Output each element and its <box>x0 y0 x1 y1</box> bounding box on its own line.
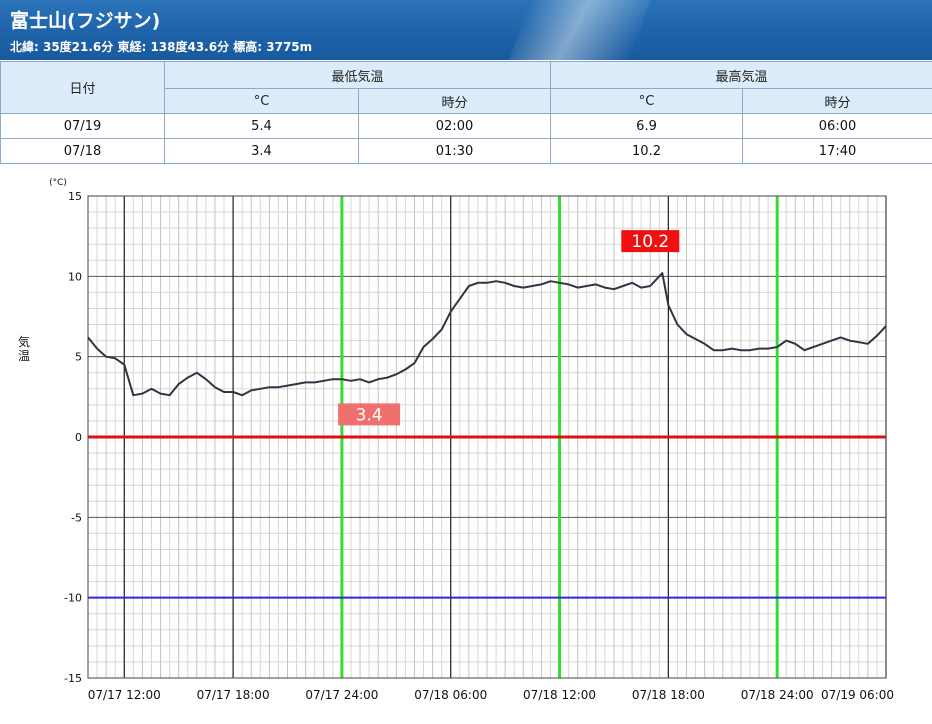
y-tick-label: 15 <box>68 190 82 203</box>
row-max-time: 06:00 <box>742 113 932 139</box>
max-temp-label: 10.2 <box>631 232 669 252</box>
max-temp-header: 最高気温 <box>550 61 932 89</box>
station-header: 富士山(フジサン) 北緯: 35度21.6分 東経: 138度43.6分 標高:… <box>0 0 932 60</box>
table-row: 07/19 5.4 02:00 6.9 06:00 <box>0 113 932 139</box>
x-tick-label: 07/18 12:00 <box>523 688 596 702</box>
temperature-series-line <box>87 272 887 397</box>
min-unit-header: °C <box>164 88 359 114</box>
temperature-chart: 15 10 5 0 -5 -10 -15 (°C) 気温 07/17 12:00 07/17 18:… <box>18 178 894 702</box>
y-tick-label: -10 <box>64 592 82 605</box>
max-temp-label-box <box>621 230 680 253</box>
y-axis-label: 気温 <box>18 334 30 363</box>
x-tick-label: 07/18 06:00 <box>414 688 487 702</box>
y-tick-label: 10 <box>68 270 82 283</box>
plot-frame <box>87 195 887 679</box>
row-min-temp: 5.4 <box>164 113 359 139</box>
table-row: 07/18 3.4 01:30 10.2 17:40 <box>0 138 932 164</box>
row-date: 07/18 <box>0 138 165 164</box>
x-tick-label: 07/17 24:00 <box>305 688 378 702</box>
header-shine <box>509 0 651 60</box>
row-min-time: 02:00 <box>357 113 552 139</box>
station-title: 富士山(フジサン) <box>10 10 161 32</box>
min-temp-label: 3.4 <box>356 405 383 425</box>
min-temp-header: 最低気温 <box>163 61 552 89</box>
y-tick-label: -15 <box>64 672 82 685</box>
x-tick-label: 07/18 24:00 <box>741 688 814 702</box>
row-date: 07/19 <box>0 113 165 139</box>
y-unit-label: (°C) <box>49 178 67 188</box>
min-temp-label-box <box>338 403 401 426</box>
x-tick-label: 07/19 06:00 <box>821 688 894 702</box>
x-tick-label: 07/18 18:00 <box>632 688 705 702</box>
min-time-header: 時分 <box>357 88 552 114</box>
row-max-temp: 10.2 <box>550 138 744 164</box>
x-tick-label: 07/17 18:00 <box>197 688 270 702</box>
y-tick-label: 0 <box>75 431 82 444</box>
row-max-temp: 6.9 <box>550 113 744 139</box>
y-tick-label: 5 <box>75 351 82 364</box>
station-location: 北緯: 35度21.6分 東経: 138度43.6分 標高: 3775m <box>10 40 313 54</box>
date-column-header: 日付 <box>0 61 165 114</box>
max-time-header: 時分 <box>742 88 932 114</box>
row-min-temp: 3.4 <box>164 138 359 164</box>
x-tick-label: 07/17 12:00 <box>88 688 161 702</box>
row-min-time: 01:30 <box>357 138 552 164</box>
temperature-summary-table: 日付 最低気温 最高気温 °C 時分 °C 時分 07/19 5.4 02:00… <box>0 61 932 164</box>
row-max-time: 17:40 <box>742 138 932 164</box>
y-tick-label: -5 <box>71 511 82 524</box>
max-unit-header: °C <box>550 88 744 114</box>
